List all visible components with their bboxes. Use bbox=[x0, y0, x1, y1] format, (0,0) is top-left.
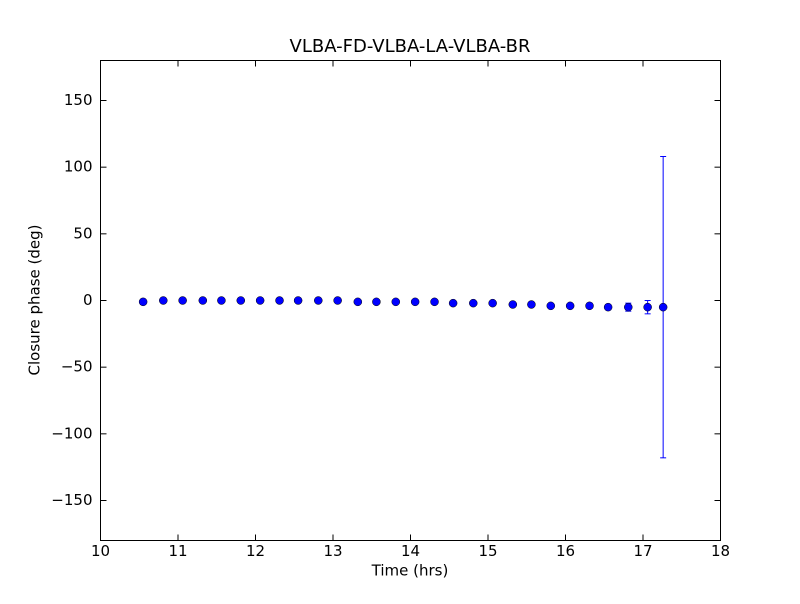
x-tick-label: 11 bbox=[168, 542, 187, 560]
data-point bbox=[527, 300, 536, 309]
data-point bbox=[353, 297, 363, 307]
data-point bbox=[643, 302, 652, 312]
data-point bbox=[508, 300, 518, 309]
x-tick-label: 15 bbox=[478, 542, 497, 560]
data-point bbox=[391, 297, 401, 307]
data-point bbox=[314, 296, 323, 305]
data-point bbox=[198, 296, 208, 305]
data-point bbox=[178, 296, 187, 305]
data-point bbox=[658, 302, 668, 312]
data-point bbox=[448, 298, 458, 308]
data-point bbox=[585, 301, 594, 311]
y-tick-label: 100 bbox=[64, 158, 93, 176]
y-tick-label: −100 bbox=[51, 424, 92, 442]
data-point bbox=[430, 297, 439, 307]
data-point bbox=[333, 296, 342, 305]
y-tick-label: 0 bbox=[83, 291, 93, 309]
data-point bbox=[372, 297, 381, 307]
x-tick-label: 17 bbox=[633, 542, 652, 560]
data-point bbox=[565, 301, 575, 311]
y-axis-label: Closure phase (deg) bbox=[26, 225, 44, 376]
data-point bbox=[488, 298, 497, 308]
x-tick-label: 18 bbox=[711, 542, 730, 560]
data-point bbox=[255, 296, 265, 305]
y-tick-label: 150 bbox=[64, 91, 93, 109]
data-point bbox=[138, 297, 148, 307]
x-tick-label: 12 bbox=[246, 542, 265, 560]
y-tick-label: −150 bbox=[51, 491, 92, 509]
data-point bbox=[275, 296, 284, 305]
y-tick-label: 50 bbox=[73, 224, 92, 242]
data-point bbox=[546, 301, 556, 311]
chart-title: VLBA-FD-VLBA-LA-VLBA-BR bbox=[290, 36, 531, 57]
data-point bbox=[410, 297, 420, 307]
data-point bbox=[236, 296, 246, 305]
x-tick-label: 16 bbox=[556, 542, 575, 560]
data-point bbox=[217, 296, 226, 305]
data-point bbox=[469, 298, 478, 308]
x-tick-label: 10 bbox=[91, 542, 110, 560]
data-point bbox=[293, 296, 303, 305]
data-point bbox=[159, 296, 168, 305]
x-axis-label: Time (hrs) bbox=[371, 562, 449, 580]
data-point bbox=[603, 302, 613, 312]
x-tick-label: 14 bbox=[401, 542, 420, 560]
x-tick-label: 13 bbox=[323, 542, 342, 560]
data-point bbox=[624, 302, 633, 312]
y-tick-label: −50 bbox=[61, 358, 93, 376]
